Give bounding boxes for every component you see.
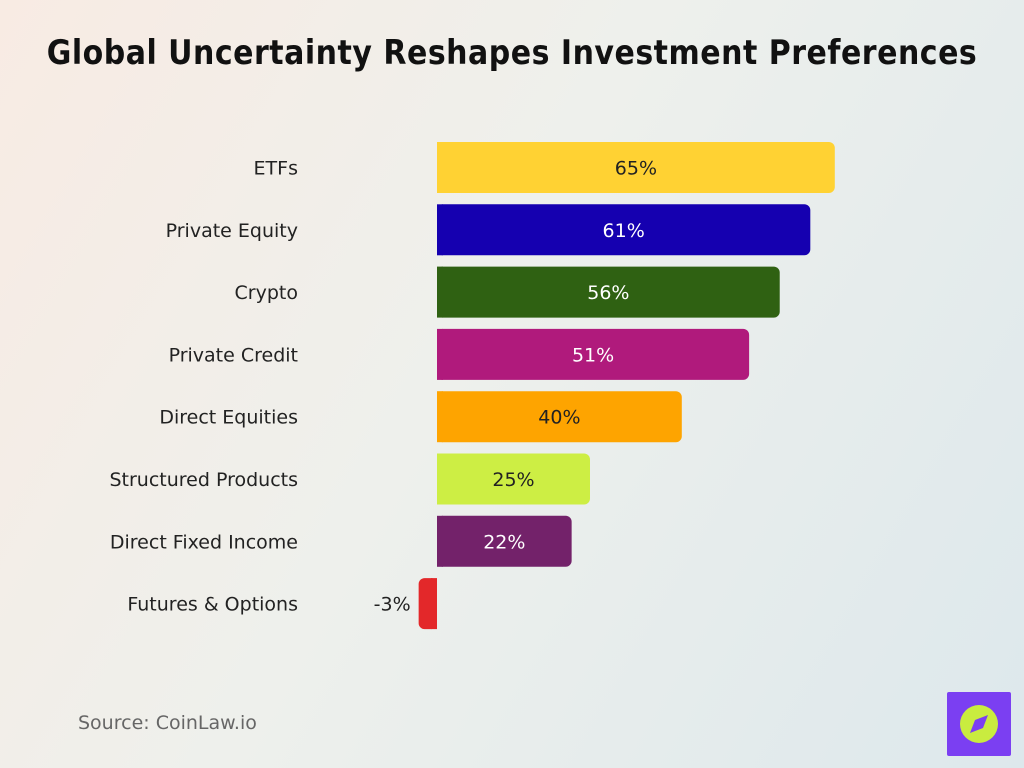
source-note: Source: CoinLaw.io bbox=[78, 712, 257, 734]
category-label: Private Equity bbox=[166, 220, 298, 242]
data-label: 51% bbox=[572, 344, 614, 366]
category-label: Private Credit bbox=[169, 344, 298, 366]
bar-base bbox=[437, 515, 443, 567]
data-label: 56% bbox=[587, 282, 629, 304]
bar bbox=[437, 142, 835, 193]
category-label: Direct Fixed Income bbox=[110, 531, 298, 553]
bar bbox=[437, 204, 811, 256]
category-label: ETFs bbox=[254, 158, 298, 180]
bar-base bbox=[437, 328, 443, 380]
bar-base bbox=[437, 204, 443, 256]
bar bbox=[437, 328, 750, 380]
data-label: 40% bbox=[538, 407, 580, 429]
bar bbox=[437, 515, 572, 567]
bar-base bbox=[437, 142, 443, 193]
compass-icon bbox=[947, 692, 1011, 756]
bar-base bbox=[437, 453, 443, 505]
category-label: Futures & Options bbox=[127, 594, 298, 616]
bar-base bbox=[437, 266, 443, 318]
bar-base bbox=[437, 391, 443, 443]
data-label: -3% bbox=[374, 594, 411, 616]
bar-base bbox=[431, 578, 437, 630]
category-label: Crypto bbox=[235, 282, 298, 304]
data-label: 61% bbox=[603, 220, 645, 242]
category-label: Direct Equities bbox=[159, 407, 298, 429]
bar bbox=[437, 266, 780, 318]
chart-title: Global Uncertainty Reshapes Investment P… bbox=[46, 33, 978, 74]
bar bbox=[437, 453, 590, 505]
data-label: 25% bbox=[492, 469, 534, 491]
data-label: 65% bbox=[615, 158, 657, 180]
category-label: Structured Products bbox=[109, 469, 298, 491]
data-label: 22% bbox=[483, 531, 525, 553]
bar bbox=[437, 391, 682, 443]
